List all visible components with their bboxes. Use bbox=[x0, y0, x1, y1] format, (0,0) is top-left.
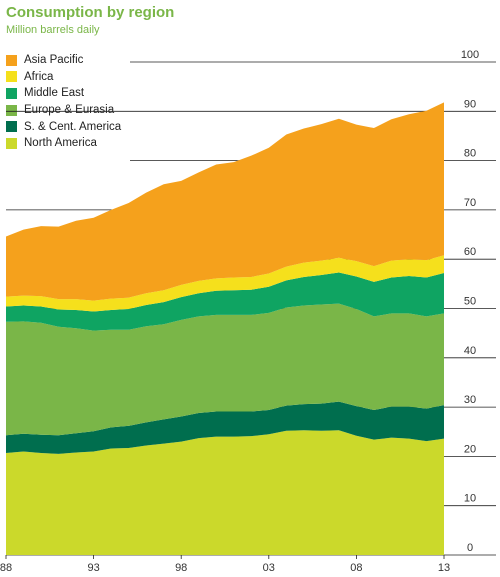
chart-title: Consumption by region bbox=[6, 4, 175, 21]
y-tick-label: 0 bbox=[467, 542, 473, 554]
legend-label: S. & Cent. America bbox=[24, 120, 122, 133]
legend-swatch bbox=[6, 137, 17, 149]
legend-swatch bbox=[6, 104, 17, 116]
area-africa bbox=[6, 255, 444, 312]
x-tick-label: 13 bbox=[438, 562, 450, 574]
legend-swatch bbox=[6, 54, 17, 66]
legend-item: North America bbox=[6, 135, 121, 152]
y-tick-label: 70 bbox=[464, 197, 476, 209]
x-tick-label: 08 bbox=[350, 562, 362, 574]
x-tick-label: 03 bbox=[263, 562, 275, 574]
legend-item: Middle East bbox=[6, 85, 121, 102]
legend-item: Africa bbox=[6, 69, 121, 86]
y-tick-label: 60 bbox=[464, 246, 476, 258]
legend-label: Asia Pacific bbox=[24, 54, 84, 67]
area-middle-east bbox=[6, 272, 444, 331]
area-asia-pacific bbox=[6, 102, 444, 301]
y-tick-label: 50 bbox=[464, 296, 476, 308]
y-tick-label: 100 bbox=[461, 49, 479, 61]
legend-swatch bbox=[6, 121, 17, 133]
legend-swatch bbox=[6, 71, 17, 83]
y-axis-ticks: 0 10 20 30 40 50 60 70 80 90 100 bbox=[461, 49, 479, 554]
legend-item: Europe & Eurasia bbox=[6, 102, 121, 119]
x-axis-ticks: 88 93 98 03 08 13 bbox=[0, 555, 450, 574]
area-s-cent-america bbox=[6, 401, 444, 454]
y-tick-label: 40 bbox=[464, 345, 476, 357]
chart-legend: Asia Pacific Africa Middle East Europe & Eu… bbox=[6, 52, 121, 152]
x-tick-label: 93 bbox=[87, 562, 99, 574]
y-tick-label: 20 bbox=[464, 443, 476, 455]
legend-swatch bbox=[6, 87, 17, 99]
area-europe-eurasia bbox=[6, 303, 444, 436]
area-north-america bbox=[6, 430, 444, 555]
legend-item: Asia Pacific bbox=[6, 52, 121, 69]
legend-label: Europe & Eurasia bbox=[24, 104, 115, 117]
legend-label: Africa bbox=[24, 70, 54, 83]
y-tick-label: 80 bbox=[464, 148, 476, 160]
x-tick-label: 88 bbox=[0, 562, 12, 574]
chart-areas bbox=[6, 102, 444, 555]
x-tick-label: 98 bbox=[175, 562, 187, 574]
chart-subtitle: Million barrels daily bbox=[6, 24, 100, 36]
y-tick-label: 30 bbox=[464, 394, 476, 406]
legend-label: Middle East bbox=[24, 87, 85, 100]
y-tick-label: 10 bbox=[464, 493, 476, 505]
y-tick-label: 90 bbox=[464, 98, 476, 110]
legend-label: North America bbox=[24, 137, 97, 150]
legend-item: S. & Cent. America bbox=[6, 118, 121, 135]
